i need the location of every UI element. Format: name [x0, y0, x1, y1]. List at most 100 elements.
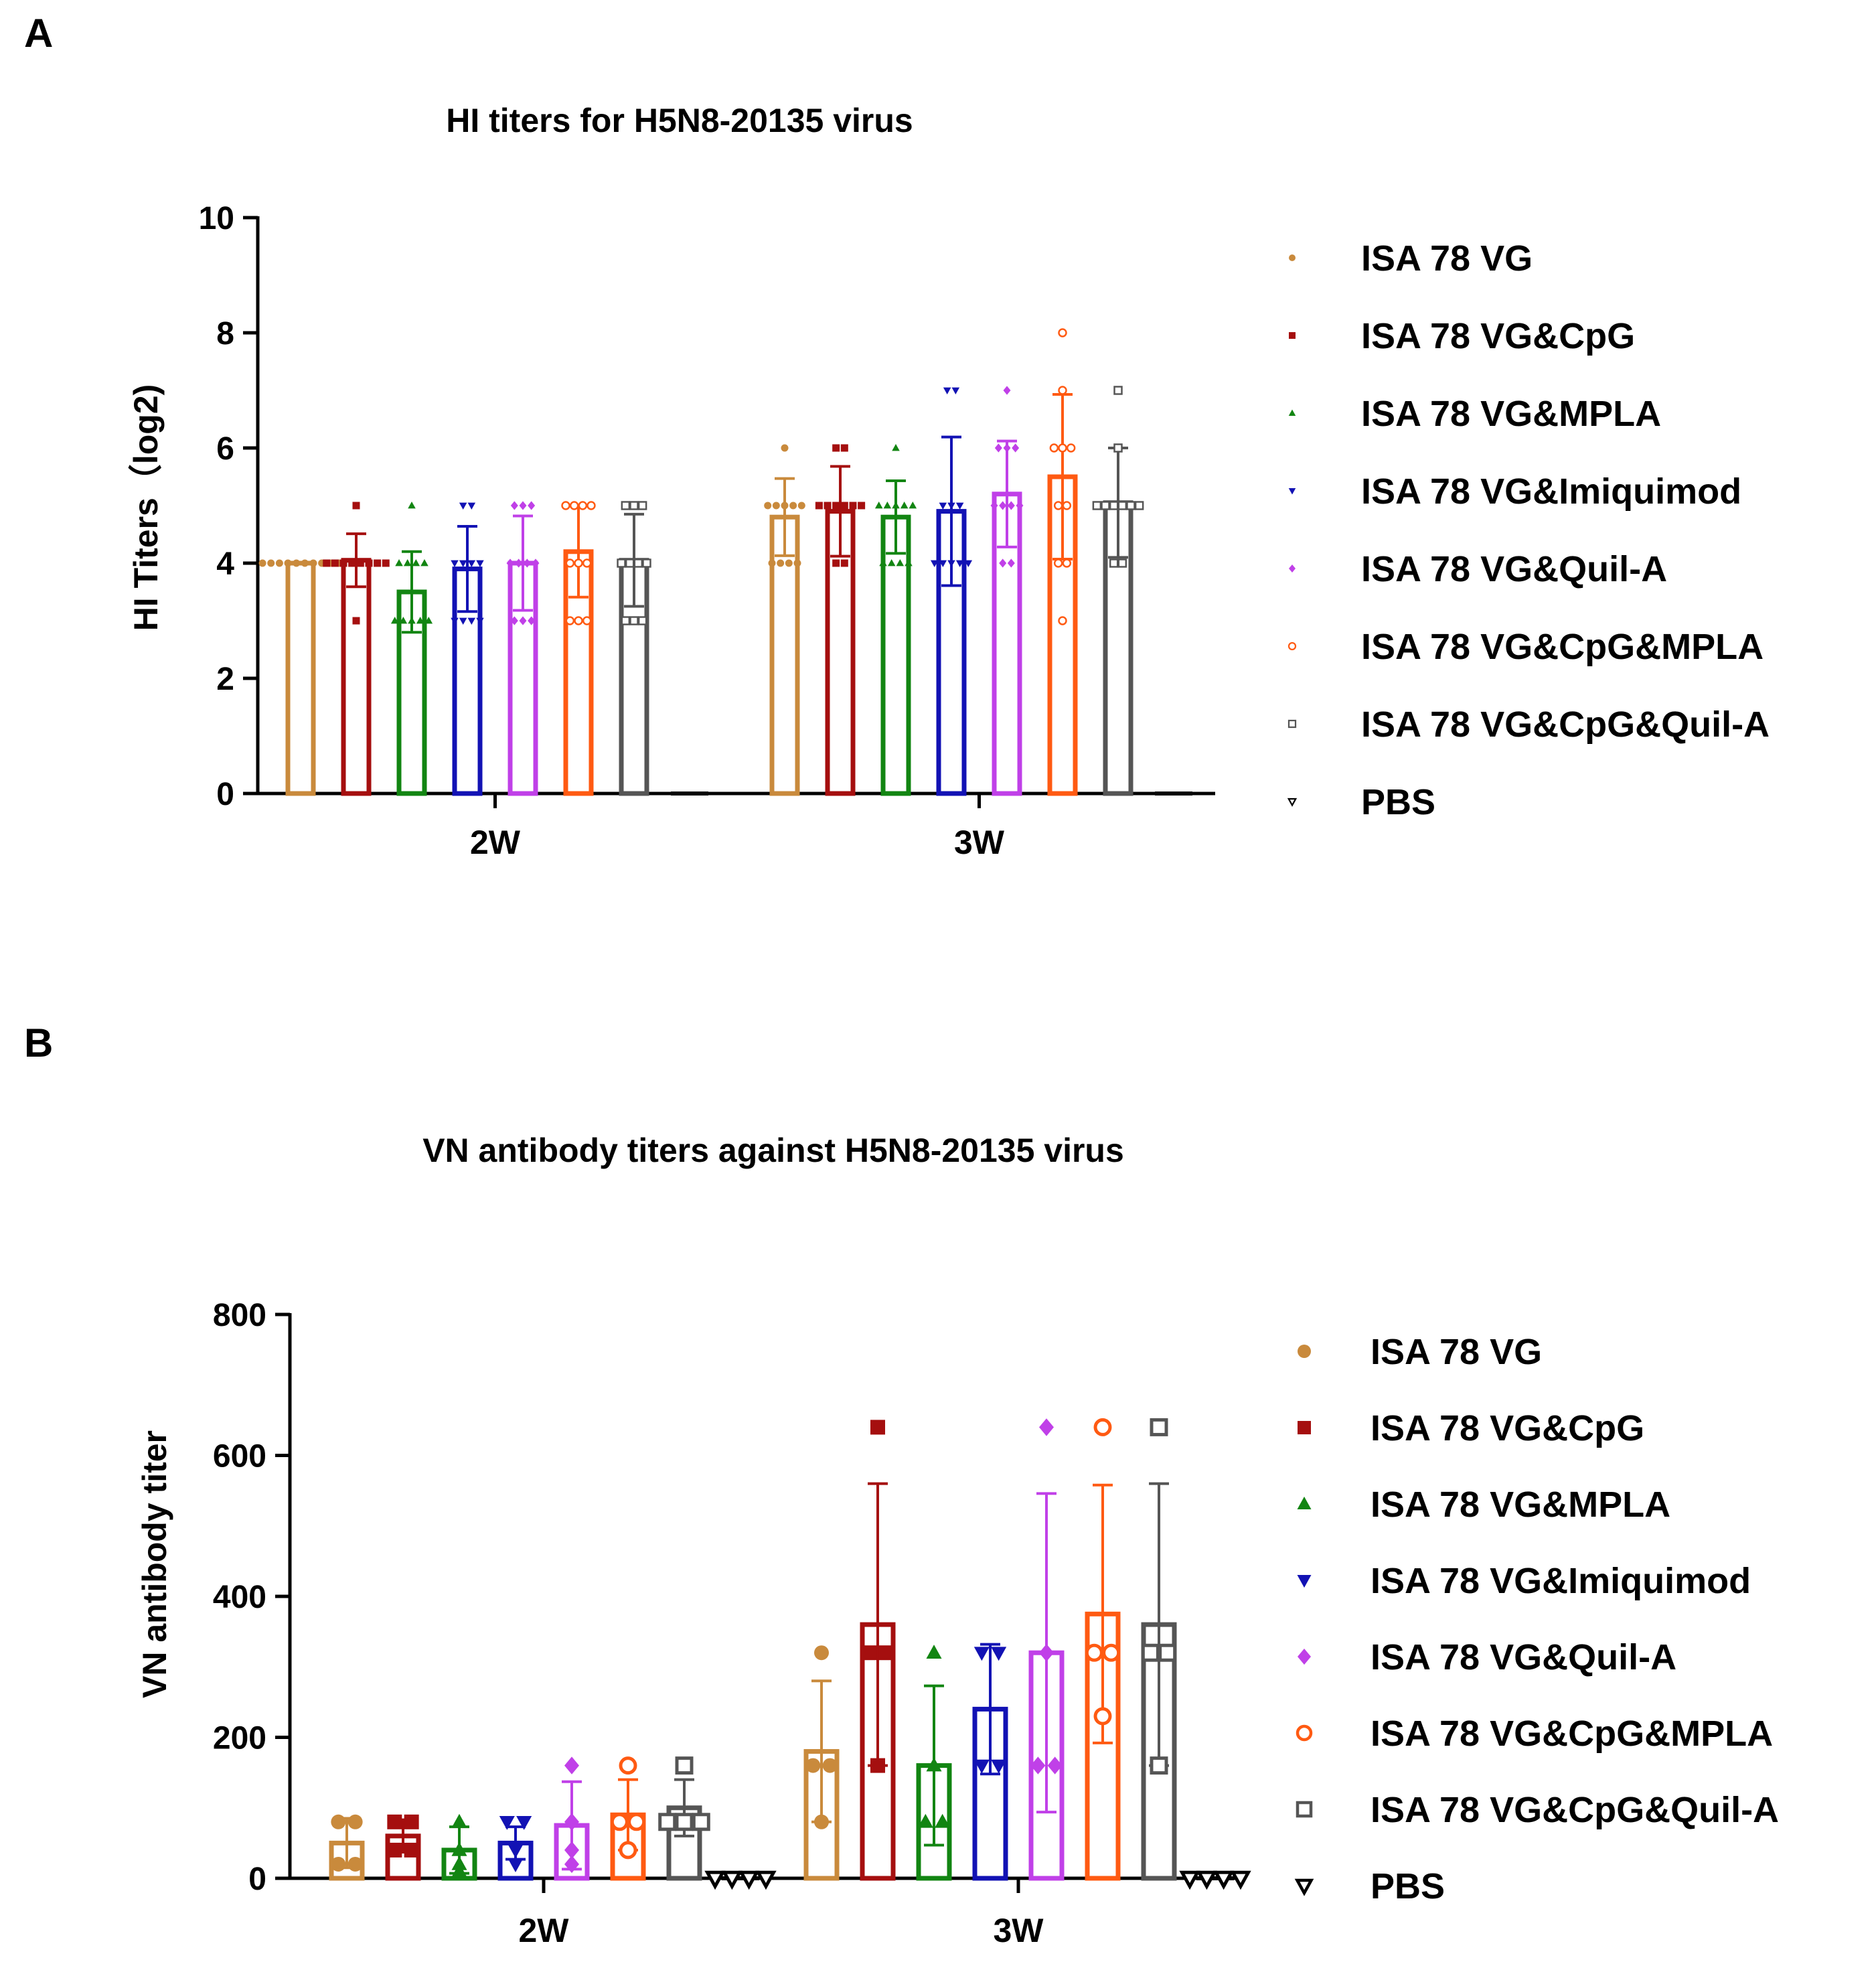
- data-point: [999, 501, 1007, 510]
- data-point: [258, 559, 266, 567]
- data-point: [1109, 558, 1119, 568]
- data-point: [781, 502, 789, 510]
- data-point: [399, 616, 408, 624]
- legend-label: ISA 78 VG&CpG: [1361, 316, 1635, 356]
- data-point: [516, 1816, 532, 1830]
- data-point: [955, 560, 964, 568]
- data-point: [574, 558, 583, 568]
- data-point: [1117, 558, 1127, 568]
- data-point: [935, 1813, 951, 1828]
- data-point: [1066, 443, 1076, 453]
- data-point: [267, 559, 275, 567]
- data-point: [587, 501, 596, 510]
- data-point: [451, 1813, 467, 1828]
- data-point: [1134, 501, 1144, 510]
- data-point: [565, 558, 575, 568]
- data-point: [323, 559, 331, 567]
- data-point: [1039, 1644, 1054, 1662]
- y-tick-label: 10: [199, 201, 234, 236]
- legend-label: ISA 78 VG&CpG&MPLA: [1361, 627, 1764, 667]
- data-point: [523, 558, 531, 568]
- legend-label: ISA 78 VG: [1371, 1332, 1542, 1372]
- data-point: [805, 1758, 821, 1773]
- data-point: [789, 502, 797, 510]
- data-point: [840, 444, 848, 452]
- data-point: [1062, 501, 1072, 510]
- data-point: [1030, 1756, 1046, 1774]
- data-point: [637, 616, 647, 625]
- data-point: [1062, 558, 1072, 568]
- data-point: [1179, 1870, 1200, 1890]
- data-point: [1003, 386, 1011, 395]
- legend-marker: [1287, 641, 1297, 651]
- data-point: [951, 387, 960, 395]
- data-point: [926, 1645, 942, 1659]
- data-point: [991, 1647, 1007, 1661]
- legend-label: ISA 78 VG&Quil-A: [1371, 1637, 1676, 1677]
- data-point: [964, 560, 973, 568]
- legend-label: ISA 78 VG&MPLA: [1361, 394, 1661, 434]
- legend-marker: [1296, 1801, 1313, 1818]
- data-point: [815, 502, 823, 510]
- legend-marker: [1287, 719, 1297, 729]
- data-point: [1007, 558, 1015, 568]
- data-point: [1093, 1707, 1112, 1726]
- data-point: [403, 558, 412, 566]
- data-point: [528, 616, 536, 625]
- data-point: [675, 1813, 694, 1831]
- data-point: [896, 558, 905, 566]
- data-point: [476, 617, 484, 625]
- data-point: [451, 1856, 467, 1870]
- data-point: [610, 1813, 629, 1831]
- data-point: [764, 502, 772, 510]
- data-point: [617, 558, 626, 568]
- data-point: [905, 558, 913, 566]
- data-point: [621, 616, 631, 625]
- data-point: [772, 502, 780, 510]
- y-tick-label: 0: [216, 777, 234, 812]
- legend-marker: [1297, 1497, 1312, 1509]
- data-point: [824, 502, 832, 510]
- y-tick-label: 2: [216, 662, 234, 697]
- legend-marker: [1297, 1575, 1312, 1588]
- plot-area-b: 0 200 400 600 800 2W 3W: [213, 1298, 1251, 1949]
- data-point: [519, 501, 527, 510]
- data-point: [939, 560, 947, 568]
- data-point: [874, 501, 883, 509]
- legend-marker: [1287, 798, 1298, 807]
- y-tick-label: 8: [216, 316, 234, 352]
- data-point: [1213, 1870, 1235, 1890]
- data-point: [832, 444, 840, 452]
- data-point: [1053, 501, 1063, 510]
- bar-a-3W-2: [880, 514, 911, 796]
- data-point: [420, 558, 428, 566]
- data-point: [339, 559, 347, 567]
- data-point: [347, 1814, 363, 1829]
- data-point: [900, 501, 909, 509]
- data-point: [1049, 443, 1059, 453]
- data-point: [755, 1870, 777, 1890]
- data-point: [1117, 501, 1127, 510]
- data-point: [528, 501, 536, 510]
- data-point: [519, 616, 527, 625]
- panel-label-a: A: [24, 11, 53, 56]
- data-point: [1109, 501, 1119, 510]
- chart-title-a: HI titers for H5N8-20135 virus: [446, 102, 913, 139]
- data-point: [621, 501, 631, 510]
- data-point: [675, 1756, 694, 1775]
- data-point: [738, 1870, 760, 1890]
- data-point: [840, 559, 848, 567]
- data-point: [1196, 1870, 1218, 1890]
- data-point: [1053, 558, 1063, 568]
- data-point: [451, 1863, 467, 1878]
- data-point: [822, 1758, 838, 1773]
- x-tick-label-3W: 3W: [954, 824, 1005, 861]
- data-point: [777, 559, 785, 567]
- data-point: [293, 559, 301, 567]
- data-point: [352, 502, 360, 510]
- bar-a-3W-0: [769, 514, 800, 796]
- data-point: [943, 387, 951, 395]
- data-point: [704, 1870, 726, 1890]
- data-point: [382, 559, 390, 567]
